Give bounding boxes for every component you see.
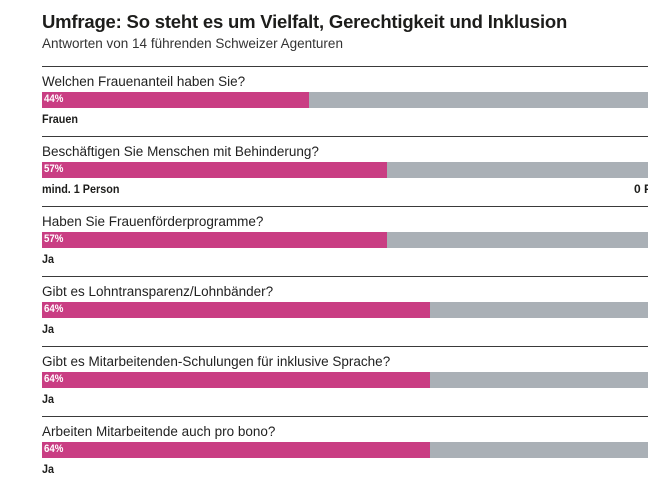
section-divider [42,66,648,67]
section-divider [42,416,648,417]
answer-label: mind. 1 Person [42,182,120,196]
bar-value [42,302,430,318]
chart-title: Umfrage: So steht es um Vielfalt, Gerech… [42,11,568,32]
survey-item: Beschäftigen Sie Menschen mit Behinderun… [42,136,648,206]
section-divider [42,276,648,277]
percent-label: 64% [44,303,64,315]
percent-label: 44% [44,93,64,105]
answer-label-right: 0 P [634,182,648,196]
bar-value [42,92,309,108]
answer-label: Ja [42,322,55,336]
percent-label: 64% [44,373,64,385]
bar-remainder: 64% [42,442,648,458]
section-divider [42,136,648,137]
answer-label: Ja [42,252,55,266]
bar-remainder: 64% [42,302,648,318]
percent-label: 57% [44,233,64,245]
question-label: Gibt es Lohntransparenz/Lohnbänder? [42,284,274,299]
bar-value [42,232,387,248]
answer-label: Frauen [42,112,79,126]
bar-remainder: 64% [42,372,648,388]
percent-label: 57% [44,163,64,175]
bar-value [42,442,430,458]
question-label: Haben Sie Frauenförderprogramme? [42,214,264,229]
bar-remainder: 57% [42,232,648,248]
section-divider [42,206,648,207]
survey-item: Gibt es Lohntransparenz/Lohnbänder? 64% Ja [42,276,648,346]
bar-value [42,162,387,178]
survey-item: Arbeiten Mitarbeitende auch pro bono? 64%… [42,416,648,486]
question-label: Welchen Frauenanteil haben Sie? [42,74,246,89]
survey-item: Welchen Frauenanteil haben Sie? 44% Frauen [42,66,648,136]
question-label: Beschäftigen Sie Menschen mit Behinderun… [42,144,319,159]
bar-remainder: 44% [42,92,648,108]
survey-item: Haben Sie Frauenförderprogramme? 57% Ja [42,206,648,276]
bar-remainder: 57% [42,162,648,178]
survey-item: Gibt es Mitarbeitenden-Schulungen für in… [42,346,648,416]
question-label: Gibt es Mitarbeitenden-Schulungen für in… [42,354,391,369]
answer-label: Ja [42,392,55,406]
bar-value [42,372,430,388]
answer-label: Ja [42,462,55,476]
percent-label: 64% [44,443,64,455]
section-divider [42,346,648,347]
question-label: Arbeiten Mitarbeitende auch pro bono? [42,424,276,439]
chart-subtitle: Antworten von 14 führenden Schweizer Age… [42,36,343,51]
